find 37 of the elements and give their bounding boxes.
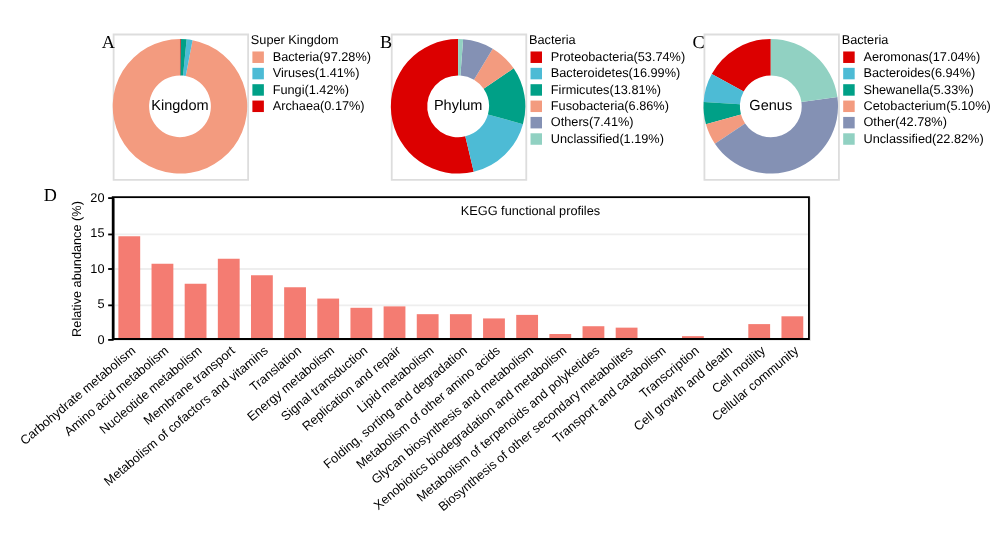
donut-slice — [183, 39, 193, 76]
bar — [416, 314, 439, 339]
donut-slice — [460, 39, 493, 80]
donut-slice — [705, 114, 746, 144]
bar — [383, 306, 406, 339]
bar — [284, 287, 306, 339]
bar — [748, 324, 771, 339]
bar — [516, 314, 539, 339]
bar — [217, 258, 240, 339]
bar — [350, 307, 373, 339]
bar — [250, 275, 273, 339]
text: Kingdom — [151, 95, 209, 114]
bar — [781, 316, 804, 339]
donut-slice — [465, 114, 523, 172]
bar — [317, 298, 340, 339]
donut-slice — [483, 68, 526, 125]
text: C — [692, 32, 705, 53]
text: B — [379, 32, 393, 53]
donut-slice — [714, 97, 839, 174]
donut-slice — [770, 39, 838, 103]
bar — [184, 283, 207, 339]
donut-slice — [180, 39, 187, 76]
bar — [483, 318, 505, 339]
text: Genus — [749, 95, 793, 114]
text: D — [43, 184, 58, 205]
donut-slice — [474, 48, 514, 89]
donut-slice — [458, 39, 464, 76]
bar — [118, 236, 141, 339]
donut-slice — [112, 39, 248, 174]
bar — [582, 326, 605, 339]
donut-slice — [711, 39, 771, 92]
donut-slice — [703, 101, 741, 125]
bar — [449, 314, 472, 339]
text: A — [101, 32, 116, 53]
text: Phylum — [433, 95, 483, 114]
bar — [151, 263, 174, 339]
donut-slice — [703, 74, 744, 105]
